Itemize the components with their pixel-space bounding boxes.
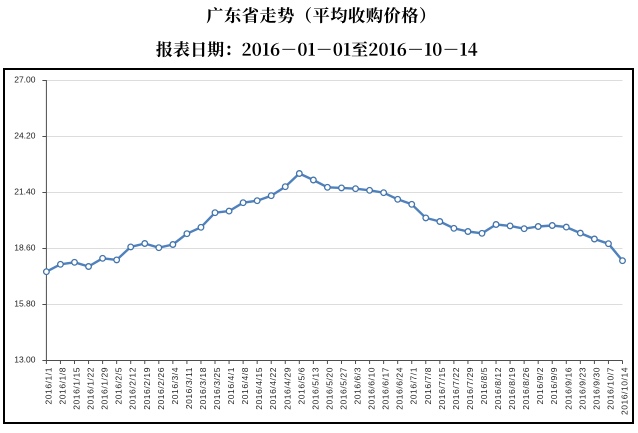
svg-text:2016/7/22: 2016/7/22: [451, 367, 461, 410]
svg-text:2016/10/7: 2016/10/7: [605, 367, 615, 410]
svg-text:2016/5/13: 2016/5/13: [310, 367, 320, 410]
svg-text:2016/5/6: 2016/5/6: [296, 367, 306, 405]
svg-text:15.80: 15.80: [14, 299, 36, 309]
svg-text:2016/3/4: 2016/3/4: [170, 367, 180, 405]
svg-text:2016/1/29: 2016/1/29: [100, 367, 110, 410]
svg-text:2016/9/23: 2016/9/23: [577, 367, 587, 410]
svg-text:2016/2/19: 2016/2/19: [142, 367, 152, 410]
svg-text:21.40: 21.40: [14, 187, 36, 197]
svg-text:2016/7/29: 2016/7/29: [465, 367, 475, 410]
svg-text:2016/5/27: 2016/5/27: [338, 367, 348, 410]
svg-text:13.00: 13.00: [14, 355, 36, 365]
svg-text:2016/2/26: 2016/2/26: [156, 367, 166, 410]
svg-text:2016/10/14: 2016/10/14: [620, 367, 630, 415]
svg-text:2016/1/8: 2016/1/8: [57, 367, 67, 405]
svg-text:2016/9/30: 2016/9/30: [591, 367, 601, 410]
svg-text:2016/9/16: 2016/9/16: [563, 367, 573, 410]
svg-text:2016/6/10: 2016/6/10: [367, 367, 377, 410]
svg-text:2016/1/1: 2016/1/1: [43, 367, 53, 405]
svg-text:2016/7/8: 2016/7/8: [423, 367, 433, 405]
svg-text:2016/8/26: 2016/8/26: [521, 367, 531, 410]
svg-text:2016/1/22: 2016/1/22: [86, 367, 96, 410]
svg-text:2016/7/1: 2016/7/1: [409, 367, 419, 405]
svg-text:2016/2/12: 2016/2/12: [128, 367, 138, 410]
svg-text:2016/6/3: 2016/6/3: [353, 367, 363, 405]
svg-text:2016/6/24: 2016/6/24: [395, 367, 405, 410]
svg-text:2016/2/5: 2016/2/5: [114, 367, 124, 405]
svg-text:2016/4/15: 2016/4/15: [254, 367, 264, 410]
svg-text:2016/9/2: 2016/9/2: [535, 367, 545, 405]
svg-text:18.60: 18.60: [14, 243, 36, 253]
svg-text:2016/4/8: 2016/4/8: [240, 367, 250, 405]
svg-text:2016/4/22: 2016/4/22: [268, 367, 278, 410]
svg-text:2016/9/9: 2016/9/9: [549, 367, 559, 405]
svg-text:2016/8/5: 2016/8/5: [479, 367, 489, 405]
svg-text:27.00: 27.00: [14, 75, 36, 85]
svg-text:2016/7/15: 2016/7/15: [437, 367, 447, 410]
svg-text:24.20: 24.20: [14, 131, 36, 141]
svg-text:2016/6/17: 2016/6/17: [381, 367, 391, 410]
svg-text:2016/4/1: 2016/4/1: [226, 367, 236, 405]
svg-text:2016/3/18: 2016/3/18: [198, 367, 208, 410]
svg-text:2016/4/29: 2016/4/29: [282, 367, 292, 410]
svg-text:2016/8/19: 2016/8/19: [507, 367, 517, 410]
svg-text:2016/8/12: 2016/8/12: [493, 367, 503, 410]
svg-text:2016/5/20: 2016/5/20: [324, 367, 334, 410]
svg-text:2016/1/15: 2016/1/15: [72, 367, 82, 410]
svg-text:2016/3/25: 2016/3/25: [212, 367, 222, 410]
svg-text:2016/3/11: 2016/3/11: [184, 367, 194, 409]
